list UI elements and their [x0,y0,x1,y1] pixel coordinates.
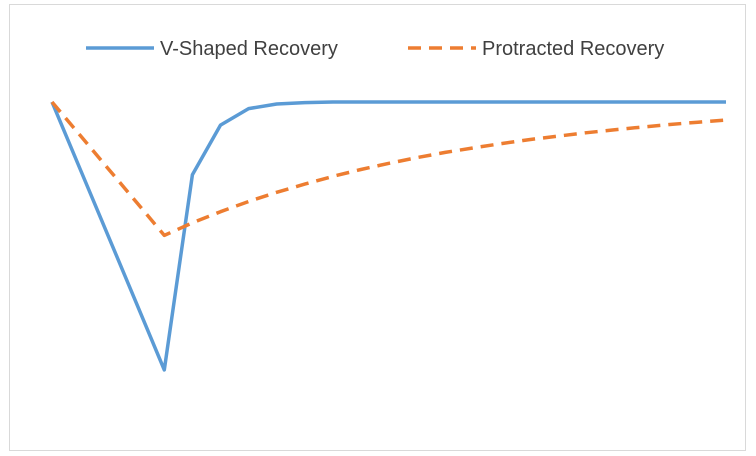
legend-item-1: Protracted Recovery [408,38,664,60]
series-line-protracted-recovery [50,100,727,238]
chart-legend: V-Shaped Recovery Protracted Recovery [86,38,664,60]
legend-label-1: Protracted Recovery [482,38,664,60]
chart-frame [9,4,746,451]
legend-item-0: V-Shaped Recovery [86,38,338,60]
legend-label-0: V-Shaped Recovery [160,38,338,60]
series-line-v-shaped-recovery [50,100,726,372]
series-layer [50,100,727,372]
